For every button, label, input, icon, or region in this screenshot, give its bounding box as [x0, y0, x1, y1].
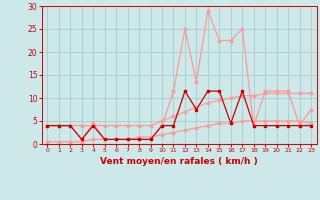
X-axis label: Vent moyen/en rafales ( km/h ): Vent moyen/en rafales ( km/h ) [100, 157, 258, 166]
